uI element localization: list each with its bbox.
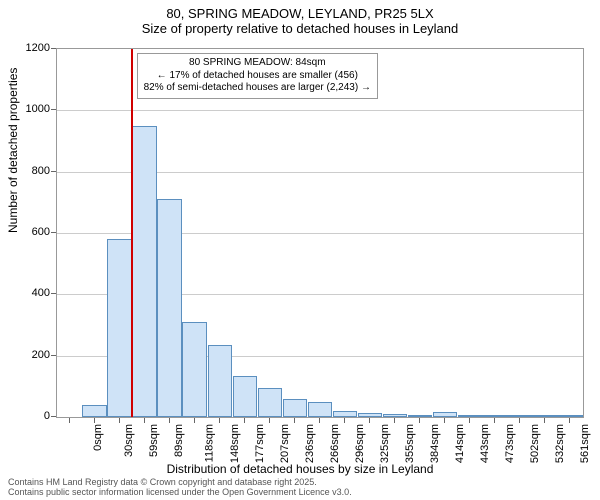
histogram-bar <box>182 322 207 417</box>
x-tick-mark <box>444 418 445 423</box>
x-tick-label: 0sqm <box>91 424 103 451</box>
annotation-line3: 82% of semi-detached houses are larger (… <box>144 82 371 95</box>
annotation-line2: ← 17% of detached houses are smaller (45… <box>144 70 371 83</box>
histogram-bar <box>233 376 258 417</box>
x-tick-mark <box>394 418 395 423</box>
title-subtitle: Size of property relative to detached ho… <box>0 21 600 36</box>
x-tick-mark <box>219 418 220 423</box>
x-tick-label: 532sqm <box>555 424 567 463</box>
x-tick-mark <box>119 418 120 423</box>
title-block: 80, SPRING MEADOW, LEYLAND, PR25 5LX Siz… <box>0 0 600 36</box>
x-tick-label: 384sqm <box>429 424 441 463</box>
title-address: 80, SPRING MEADOW, LEYLAND, PR25 5LX <box>0 6 600 21</box>
histogram-bar <box>408 415 433 417</box>
histogram-bar <box>483 415 508 417</box>
y-tick-label: 1000 <box>10 103 50 115</box>
x-tick-label: 118sqm <box>203 424 215 462</box>
x-tick-mark <box>369 418 370 423</box>
x-tick-label: 266sqm <box>329 424 341 463</box>
x-tick-label: 561sqm <box>580 424 592 463</box>
x-tick-mark <box>544 418 545 423</box>
histogram-bar <box>433 412 458 417</box>
chart-container: 80, SPRING MEADOW, LEYLAND, PR25 5LX Siz… <box>0 0 600 500</box>
x-tick-label: 207sqm <box>279 424 291 463</box>
x-tick-label: 355sqm <box>404 424 416 463</box>
footer: Contains HM Land Registry data © Crown c… <box>8 478 352 498</box>
histogram-bar <box>283 399 308 417</box>
histogram-bar <box>358 413 383 417</box>
x-tick-label: 414sqm <box>454 424 466 463</box>
x-tick-label: 30sqm <box>123 424 135 457</box>
x-tick-mark <box>519 418 520 423</box>
y-tick-label: 200 <box>10 349 50 361</box>
x-tick-mark <box>144 418 145 423</box>
histogram-bar <box>308 402 333 417</box>
x-tick-mark <box>419 418 420 423</box>
histogram-bar <box>533 415 558 417</box>
plot-area: 80 SPRING MEADOW: 84sqm ← 17% of detache… <box>56 48 584 418</box>
x-tick-mark <box>244 418 245 423</box>
histogram-bar <box>333 411 358 417</box>
x-tick-mark <box>344 418 345 423</box>
x-tick-mark <box>269 418 270 423</box>
x-tick-label: 59sqm <box>148 424 160 457</box>
x-tick-label: 502sqm <box>529 424 541 463</box>
histogram-bar <box>132 126 157 417</box>
y-axis-label: Number of detached properties <box>6 68 20 233</box>
y-tick-label: 1200 <box>10 42 50 54</box>
histogram-bar <box>458 415 483 417</box>
x-tick-label: 325sqm <box>379 424 391 463</box>
x-tick-mark <box>69 418 70 423</box>
y-tick-label: 600 <box>10 226 50 238</box>
x-tick-label: 473sqm <box>504 424 516 463</box>
histogram-bar <box>258 388 283 417</box>
histogram-bar <box>208 345 233 417</box>
histogram-bar <box>508 415 533 417</box>
x-tick-mark <box>319 418 320 423</box>
histogram-bar <box>107 239 132 417</box>
x-tick-label: 148sqm <box>229 424 241 463</box>
x-tick-label: 443sqm <box>479 424 491 463</box>
histogram-bar <box>157 199 182 417</box>
x-tick-mark <box>94 418 95 423</box>
footer-line2: Contains public sector information licen… <box>8 488 352 498</box>
histogram-bar <box>82 405 107 417</box>
x-tick-label: 89sqm <box>173 424 185 457</box>
y-tick-label: 0 <box>10 410 50 422</box>
annotation-line1: 80 SPRING MEADOW: 84sqm <box>144 57 371 70</box>
annotation-box: 80 SPRING MEADOW: 84sqm ← 17% of detache… <box>137 53 378 99</box>
x-tick-mark <box>494 418 495 423</box>
histogram-bar <box>383 414 408 417</box>
gridline <box>57 110 583 111</box>
x-tick-mark <box>194 418 195 423</box>
x-tick-mark <box>469 418 470 423</box>
y-tick-label: 800 <box>10 165 50 177</box>
x-tick-label: 236sqm <box>304 424 316 463</box>
x-axis-label: Distribution of detached houses by size … <box>0 462 600 476</box>
histogram-bar <box>558 415 583 417</box>
property-marker-line <box>131 49 133 417</box>
x-tick-label: 177sqm <box>254 424 266 463</box>
x-tick-mark <box>294 418 295 423</box>
x-tick-mark <box>569 418 570 423</box>
x-tick-mark <box>169 418 170 423</box>
x-tick-label: 296sqm <box>354 424 366 463</box>
y-tick-label: 400 <box>10 287 50 299</box>
